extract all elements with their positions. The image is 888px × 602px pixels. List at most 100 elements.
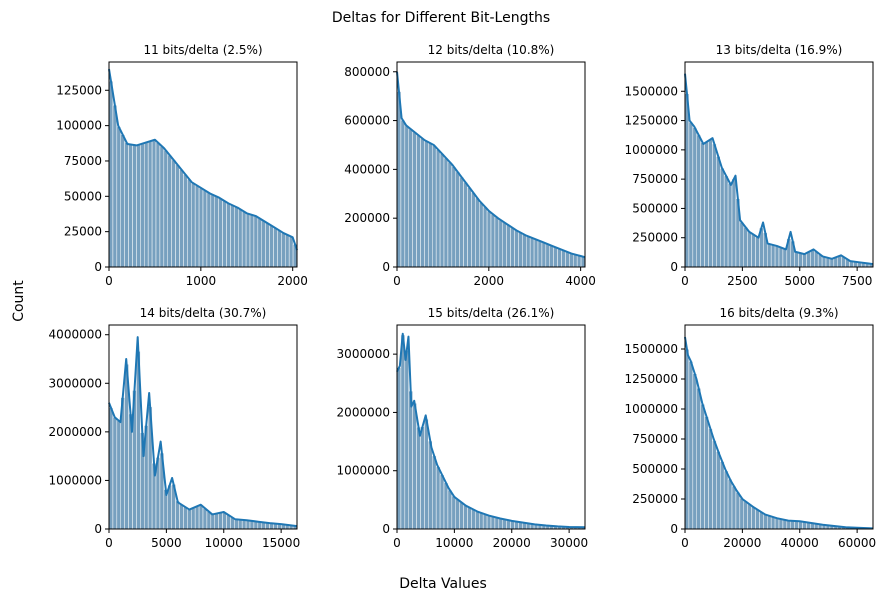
histogram-bar bbox=[455, 499, 460, 530]
histogram-bar bbox=[479, 202, 484, 268]
y-tick-label: 400000 bbox=[344, 162, 390, 176]
x-tick-label: 10000 bbox=[435, 536, 473, 550]
plot-frame bbox=[684, 324, 874, 530]
histogram-bar bbox=[692, 373, 698, 530]
histogram-bar bbox=[739, 222, 745, 268]
plot-frame bbox=[108, 61, 298, 268]
histogram-bar bbox=[514, 230, 519, 268]
x-tick-label: 4000 bbox=[565, 274, 596, 288]
histogram-bar bbox=[151, 139, 157, 268]
histogram-bar bbox=[187, 179, 192, 268]
histogram-bar bbox=[435, 466, 441, 530]
histogram-bar bbox=[688, 361, 694, 530]
histogram-bar bbox=[494, 517, 500, 530]
x-tick-label: 30000 bbox=[550, 536, 588, 550]
histogram-bar bbox=[790, 520, 795, 530]
histogram-bar bbox=[245, 520, 251, 530]
histogram-bar bbox=[179, 169, 184, 268]
histogram-bar bbox=[537, 240, 543, 268]
histogram-bar bbox=[218, 512, 223, 530]
density-line bbox=[684, 73, 874, 266]
histogram-bar bbox=[712, 440, 717, 530]
y-tick-label: 0 bbox=[382, 522, 390, 536]
y-tick-label: 0 bbox=[382, 260, 390, 274]
histogram-bar bbox=[439, 153, 445, 268]
histogram-bar bbox=[810, 249, 815, 268]
histogram-bar bbox=[404, 125, 409, 268]
histogram-bar bbox=[443, 157, 449, 268]
histogram-bar bbox=[684, 93, 690, 268]
histogram-bar bbox=[112, 104, 118, 268]
histogram-bar bbox=[471, 509, 476, 530]
histogram-bar bbox=[518, 232, 523, 268]
histogram-bar bbox=[428, 440, 433, 530]
histogram-bar bbox=[194, 506, 200, 530]
histogram-bar bbox=[700, 404, 705, 530]
x-tick-label: 10000 bbox=[205, 536, 243, 550]
histogram-bar bbox=[132, 144, 137, 268]
histogram-bar bbox=[277, 230, 282, 268]
histogram-bars bbox=[108, 351, 298, 530]
y-tick-label: 1250000 bbox=[625, 114, 678, 128]
histogram-bar bbox=[249, 214, 255, 268]
y-tick-label: 50000 bbox=[64, 189, 102, 203]
histogram-bar bbox=[467, 507, 472, 530]
histogram-bar bbox=[553, 247, 558, 268]
x-tick-label: 0 bbox=[681, 536, 689, 550]
x-tick-label: 7500 bbox=[842, 274, 873, 288]
y-tick-label: 2000000 bbox=[49, 425, 102, 439]
y-tick-label: 750000 bbox=[632, 432, 678, 446]
histogram-bar bbox=[116, 126, 122, 268]
histogram-bar bbox=[175, 500, 180, 530]
histogram-bar bbox=[136, 144, 141, 268]
histogram-bar bbox=[245, 213, 251, 268]
histogram-bar bbox=[420, 138, 425, 268]
histogram-bar bbox=[273, 227, 278, 268]
histogram-bar bbox=[108, 80, 114, 268]
histogram-bar bbox=[265, 223, 270, 268]
histogram-bar bbox=[408, 390, 413, 530]
y-tick-label: 250000 bbox=[632, 492, 678, 506]
histogram-bar bbox=[116, 420, 122, 530]
y-tick-label: 2000000 bbox=[337, 405, 390, 419]
histogram-bar bbox=[218, 198, 223, 268]
histogram-bar bbox=[692, 127, 698, 268]
histogram-bar bbox=[490, 213, 496, 268]
plot-frame bbox=[108, 324, 298, 530]
histogram-bar bbox=[428, 142, 433, 268]
histogram-bar bbox=[778, 247, 784, 268]
plot-frame bbox=[396, 324, 586, 530]
histogram-bar bbox=[782, 248, 788, 268]
x-tick-label: 0 bbox=[393, 536, 401, 550]
x-tick-label: 20000 bbox=[493, 536, 531, 550]
histogram-bar bbox=[108, 407, 114, 530]
histogram-bars bbox=[684, 93, 874, 268]
histogram-bar bbox=[774, 245, 780, 268]
histogram-bar bbox=[696, 388, 701, 530]
histogram-bar bbox=[684, 349, 690, 530]
subplot-title: 16 bits/delta (9.3%) bbox=[719, 306, 838, 320]
histogram-bar bbox=[770, 244, 776, 268]
subplot-6: 16 bits/delta (9.3%) 0 20000 40000 60000 0 250… bbox=[625, 306, 877, 550]
subplot-title: 11 bits/delta (2.5%) bbox=[143, 43, 262, 57]
histogram-bar bbox=[234, 206, 239, 268]
histogram-bar bbox=[249, 520, 255, 530]
histogram-bar bbox=[128, 144, 133, 268]
y-tick-label: 0 bbox=[670, 522, 678, 536]
histogram-bar bbox=[206, 192, 212, 268]
y-tick-label: 1000000 bbox=[625, 143, 678, 157]
histogram-bar bbox=[241, 519, 247, 530]
x-tick-label: 15000 bbox=[262, 536, 300, 550]
histogram-bar bbox=[147, 140, 153, 268]
histogram-bar bbox=[561, 250, 566, 268]
x-tick-label: 2000 bbox=[277, 274, 308, 288]
histogram-bar bbox=[435, 149, 441, 268]
histogram-bar bbox=[727, 478, 733, 530]
histogram-bar bbox=[720, 168, 725, 268]
histogram-bar bbox=[486, 210, 492, 268]
y-tick-label: 0 bbox=[94, 260, 102, 274]
histogram-bar bbox=[541, 242, 547, 268]
histogram-bar bbox=[786, 520, 792, 530]
histogram-bar bbox=[723, 470, 729, 530]
y-tick-label: 100000 bbox=[56, 119, 102, 133]
